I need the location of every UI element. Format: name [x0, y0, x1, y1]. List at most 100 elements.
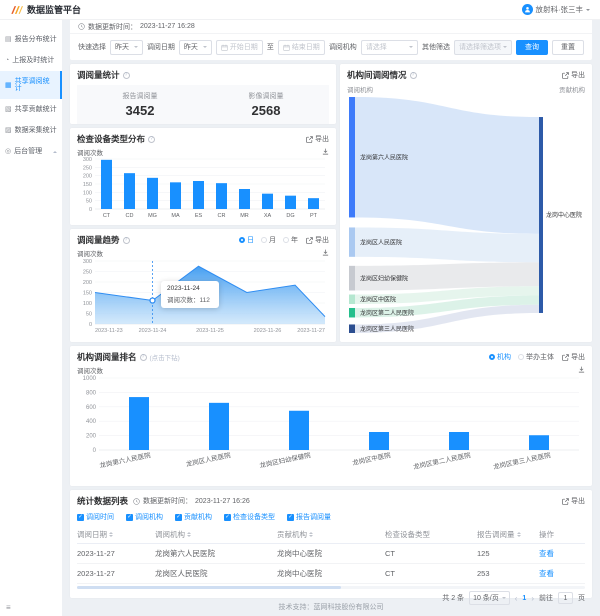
update-time-label: 数据更新时间：	[88, 22, 137, 32]
user-menu[interactable]: 放射科·张三丰	[522, 4, 591, 15]
svg-text:150: 150	[83, 291, 92, 297]
download-icon[interactable]	[322, 249, 329, 256]
radio-option[interactable]: 日	[239, 235, 254, 245]
export-button[interactable]: 导出	[562, 496, 585, 506]
scrollbar-thumb[interactable]	[77, 586, 341, 589]
view-link[interactable]: 查看	[539, 548, 585, 559]
column-header[interactable]: 调阅日期	[77, 529, 155, 540]
table-row: 2023-11-27龙岗区人民医院龙岗中心医院CT253查看	[77, 564, 585, 584]
column-header[interactable]: 报告调阅量	[477, 529, 539, 540]
reset-button[interactable]: 重置	[552, 40, 584, 55]
export-button[interactable]: 导出	[306, 134, 329, 144]
svg-text:2023-11-25: 2023-11-25	[196, 328, 224, 334]
svg-text:龙岗第六人民医院: 龙岗第六人民医院	[99, 450, 152, 470]
svg-text:50: 50	[86, 312, 92, 318]
horizontal-scrollbar[interactable]	[77, 586, 585, 589]
sidebar-item[interactable]: ▤ 报告分布统计	[0, 29, 62, 50]
start-date-input[interactable]: 开始日期	[216, 40, 263, 55]
svg-text:龙岗区妇幼保健院: 龙岗区妇幼保健院	[360, 274, 408, 282]
svg-text:龙岗区妇幼保健院: 龙岗区妇幼保健院	[259, 450, 312, 470]
sidebar-item[interactable]: ◎ 后台管理	[0, 141, 62, 162]
svg-text:1000: 1000	[83, 376, 97, 382]
export-label: 导出	[315, 235, 329, 245]
radio-option[interactable]: 年	[283, 235, 298, 245]
sort-icon[interactable]	[309, 530, 313, 539]
checkbox-label: 贡献机构	[184, 512, 212, 522]
export-button[interactable]: 导出	[562, 70, 585, 80]
sidebar-item[interactable]: ▧ 共享贡献统计	[0, 99, 62, 120]
filter-panel: 数据更新时间： 2023-11-27 16:28 快速选择 昨天 调阅日期 昨天…	[70, 20, 592, 60]
table-header-row: 调阅日期调阅机构贡献机构检查设备类型报告调阅量操作	[77, 526, 585, 544]
checkbox-checked-icon: ✓	[224, 514, 231, 521]
svg-text:250: 250	[83, 165, 92, 171]
sankey-chart: 龙岗第六人民医院龙岗区人民医院龙岗区妇幼保健院龙岗区中医院龙岗区第二人民医院龙岗…	[347, 95, 585, 335]
sidebar-collapse-icon[interactable]: ≡	[6, 603, 11, 612]
card-title: 调阅量统计	[77, 69, 120, 81]
download-icon[interactable]	[578, 366, 585, 373]
date-preset-dropdown[interactable]: 昨天	[179, 40, 212, 55]
ranking-bar-chart[interactable]: 02004006008001000龙岗第六人民医院龙岗区人民医院龙岗区妇幼保健院…	[77, 374, 585, 478]
table-cell: 2023-11-27	[77, 549, 155, 558]
column-header[interactable]: 贡献机构	[277, 529, 385, 540]
data-table-card: 统计数据列表 数据更新时间： 2023-11-27 16:26 导出 ✓调阅时间…	[70, 490, 592, 598]
radio-option[interactable]: 机构	[489, 352, 511, 362]
search-button[interactable]: 查询	[516, 40, 548, 55]
column-checkbox[interactable]: ✓调阅机构	[126, 512, 163, 522]
column-checkbox[interactable]: ✓报告调阅量	[287, 512, 331, 522]
sort-icon[interactable]	[109, 530, 113, 539]
report-distribution-icon: ▤	[5, 36, 12, 43]
tooltip-label: 调阅次数：	[167, 297, 200, 304]
quick-select-dropdown[interactable]: 昨天	[110, 40, 143, 55]
table-cell: 龙岗第六人民医院	[155, 548, 277, 559]
export-button[interactable]: 导出	[306, 235, 329, 245]
svg-text:CT: CT	[103, 213, 111, 219]
export-button[interactable]: 导出	[562, 352, 585, 362]
svg-text:DG: DG	[286, 213, 294, 219]
svg-text:300: 300	[83, 259, 92, 265]
svg-text:MR: MR	[240, 213, 249, 219]
sidebar-item[interactable]: ▨ 数据采集统计	[0, 120, 62, 141]
trend-granularity-radios: 日月 年	[239, 235, 298, 245]
org-placeholder: 请选择	[366, 42, 387, 52]
column-checkbox[interactable]: ✓检查设备类型	[224, 512, 275, 522]
stat-value: 3452	[77, 103, 203, 118]
svg-text:150: 150	[83, 182, 92, 188]
sort-icon[interactable]	[187, 530, 191, 539]
column-checkbox[interactable]: ✓调阅时间	[77, 512, 114, 522]
svg-text:0: 0	[93, 448, 97, 454]
svg-text:100: 100	[83, 301, 92, 307]
sort-icon[interactable]	[517, 530, 521, 539]
radio-label: 年	[291, 235, 298, 245]
table-row: 2023-11-27龙岗第六人民医院龙岗中心医院CT125查看	[77, 544, 585, 564]
svg-text:300: 300	[83, 157, 92, 163]
radio-option[interactable]: 举办主体	[518, 352, 554, 362]
sidebar-item[interactable]: ▦ 共享调阅统计	[0, 71, 62, 99]
column-toggle-row: ✓调阅时间✓调阅机构✓贡献机构✓检查设备类型✓报告调阅量	[77, 512, 585, 522]
export-label: 导出	[571, 352, 585, 362]
card-title: 机构间调阅情况	[347, 69, 407, 81]
main-content: 数据更新时间： 2023-11-27 16:28 快速选择 昨天 调阅日期 昨天…	[62, 20, 600, 616]
sankey-target-label: 贡献机构	[559, 84, 585, 94]
view-link[interactable]: 查看	[539, 568, 585, 579]
svg-text:600: 600	[86, 405, 97, 411]
export-label: 导出	[571, 70, 585, 80]
sidebar-item[interactable]: ◔ 上报及时统计	[0, 50, 62, 71]
download-icon[interactable]	[322, 148, 329, 155]
checkbox-label: 报告调阅量	[296, 512, 331, 522]
other-filter-dropdown[interactable]: 请选择筛选项	[454, 40, 512, 55]
chevron-up-icon	[53, 149, 57, 153]
svg-text:2023-11-23: 2023-11-23	[95, 328, 123, 334]
radio-option[interactable]: 月	[261, 235, 276, 245]
end-date-input[interactable]: 结束日期	[278, 40, 325, 55]
checkbox-label: 调阅时间	[86, 512, 114, 522]
org-dropdown[interactable]: 请选择	[361, 40, 418, 55]
stat-label: 报告调阅量	[77, 91, 203, 101]
column-header[interactable]: 调阅机构	[155, 529, 277, 540]
sidebar-item-label: 共享调阅统计	[15, 78, 55, 92]
svg-text:龙岗区人民医院: 龙岗区人民医院	[185, 450, 232, 468]
sankey-source-label: 调阅机构	[347, 84, 373, 94]
column-checkbox[interactable]: ✓贡献机构	[175, 512, 212, 522]
tooltip-value: 112	[200, 297, 210, 304]
table-update-value: 2023-11-27 16:26	[195, 498, 250, 505]
svg-text:CR: CR	[218, 213, 226, 219]
